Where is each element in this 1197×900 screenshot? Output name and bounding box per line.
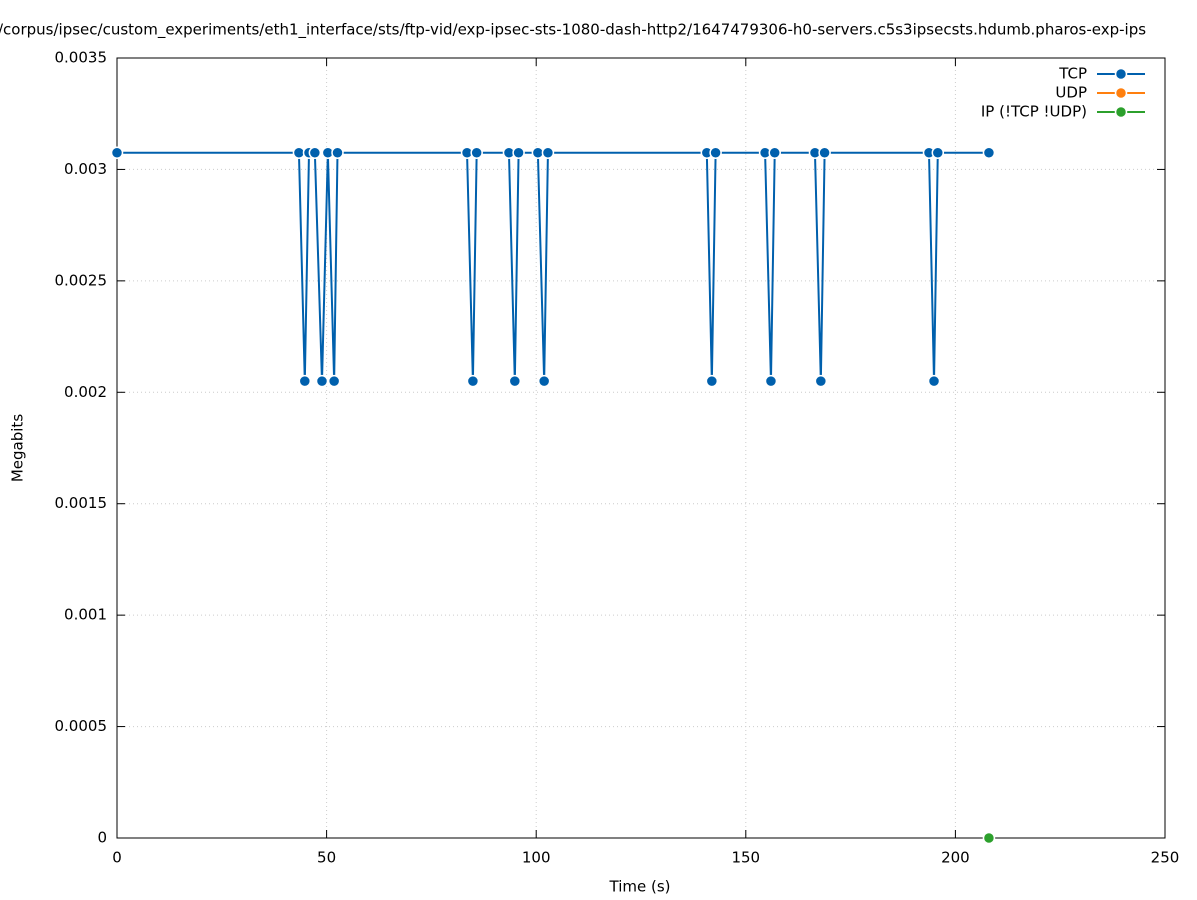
- data-point: [537, 374, 551, 388]
- legend-label: IP (!TCP !UDP): [981, 103, 1087, 121]
- data-point: [818, 146, 831, 159]
- data-point: [927, 374, 941, 388]
- chart-title: /corpus/ipsec/custom_experiments/eth1_in…: [0, 21, 1146, 40]
- legend-label: UDP: [1055, 84, 1087, 102]
- data-point: [705, 374, 719, 388]
- data-point: [470, 146, 483, 159]
- data-point: [814, 374, 828, 388]
- data-point: [508, 374, 522, 388]
- data-point: [541, 146, 555, 159]
- y-tick-label: 0.003: [64, 160, 107, 178]
- x-tick-label: 50: [317, 849, 336, 867]
- y-tick-label: 0.0025: [55, 271, 108, 289]
- plot-frame: [116, 57, 1166, 839]
- data-point: [768, 146, 781, 159]
- data-point: [110, 146, 124, 159]
- x-tick-label: 100: [522, 849, 551, 867]
- legend-label: TCP: [1058, 65, 1087, 83]
- x-axis-label: Time (s): [609, 878, 671, 896]
- data-point: [308, 146, 322, 159]
- data-point: [466, 374, 480, 388]
- data-point: [982, 146, 996, 159]
- data-point: [709, 146, 722, 159]
- y-tick-label: 0.002: [64, 383, 107, 401]
- y-axis-label: Megabits: [9, 414, 27, 482]
- legend-swatch: [1114, 67, 1128, 81]
- data-point: [931, 146, 945, 159]
- data-point: [331, 146, 344, 159]
- y-tick-label: 0.001: [64, 606, 107, 624]
- x-tick-label: 250: [1151, 849, 1180, 867]
- data-point: [764, 374, 778, 388]
- x-tick-label: 200: [941, 849, 970, 867]
- y-tick-label: 0.0015: [55, 494, 108, 512]
- y-tick-label: 0.0005: [55, 717, 108, 735]
- legend-swatch: [1114, 86, 1128, 100]
- data-point: [982, 831, 996, 845]
- x-tick-label: 0: [112, 849, 122, 867]
- series-line: [117, 151, 989, 382]
- data-point: [298, 374, 312, 388]
- data-point: [315, 374, 329, 388]
- y-tick-label: 0.0035: [55, 49, 108, 67]
- data-point: [512, 146, 525, 159]
- y-tick-label: 0: [97, 829, 107, 847]
- legend-swatch: [1114, 105, 1128, 119]
- data-point: [327, 374, 341, 388]
- x-tick-label: 150: [731, 849, 760, 867]
